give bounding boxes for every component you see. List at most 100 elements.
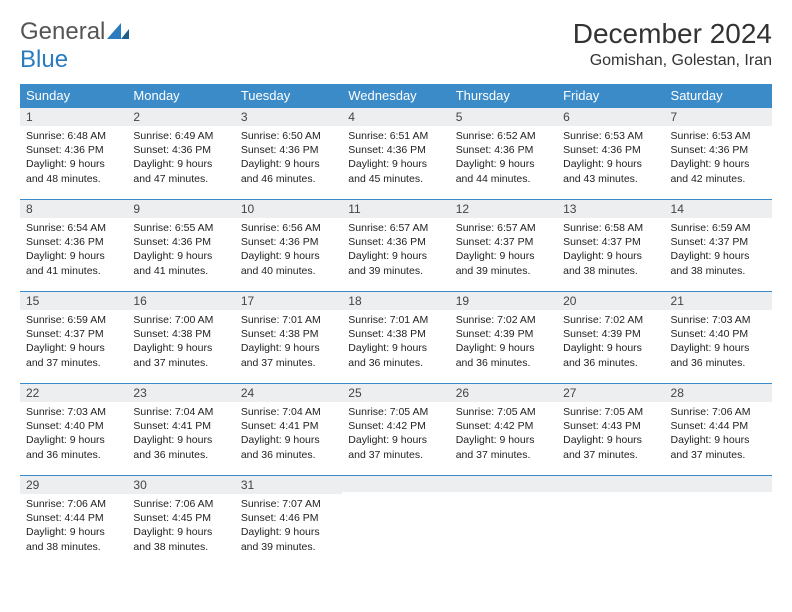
day-details: Sunrise: 7:06 AMSunset: 4:44 PMDaylight:… xyxy=(665,402,772,464)
weekday-header: Friday xyxy=(557,84,664,107)
day-details: Sunrise: 6:58 AMSunset: 4:37 PMDaylight:… xyxy=(557,218,664,280)
daylight-line: Daylight: 9 hours and 36 minutes. xyxy=(26,433,121,461)
calendar-day-cell: 22Sunrise: 7:03 AMSunset: 4:40 PMDayligh… xyxy=(20,383,127,475)
sunset-line: Sunset: 4:38 PM xyxy=(241,327,336,341)
day-details: Sunrise: 7:01 AMSunset: 4:38 PMDaylight:… xyxy=(342,310,449,372)
day-number: 3 xyxy=(235,107,342,126)
calendar-day-cell: 19Sunrise: 7:02 AMSunset: 4:39 PMDayligh… xyxy=(450,291,557,383)
sunrise-line: Sunrise: 6:58 AM xyxy=(563,221,658,235)
sunrise-line: Sunrise: 6:57 AM xyxy=(456,221,551,235)
day-number: 26 xyxy=(450,383,557,402)
day-details: Sunrise: 7:06 AMSunset: 4:44 PMDaylight:… xyxy=(20,494,127,556)
sunset-line: Sunset: 4:37 PM xyxy=(456,235,551,249)
month-title: December 2024 xyxy=(573,18,772,50)
calendar-day-cell: 3Sunrise: 6:50 AMSunset: 4:36 PMDaylight… xyxy=(235,107,342,199)
day-number: 7 xyxy=(665,107,772,126)
calendar-day-cell: 27Sunrise: 7:05 AMSunset: 4:43 PMDayligh… xyxy=(557,383,664,475)
sunrise-line: Sunrise: 7:00 AM xyxy=(133,313,228,327)
sunrise-line: Sunrise: 6:48 AM xyxy=(26,129,121,143)
daylight-line: Daylight: 9 hours and 38 minutes. xyxy=(563,249,658,277)
daylight-line: Daylight: 9 hours and 38 minutes. xyxy=(671,249,766,277)
location-text: Gomishan, Golestan, Iran xyxy=(573,52,772,70)
sunrise-line: Sunrise: 7:04 AM xyxy=(133,405,228,419)
daylight-line: Daylight: 9 hours and 37 minutes. xyxy=(456,433,551,461)
calendar-day-cell: 13Sunrise: 6:58 AMSunset: 4:37 PMDayligh… xyxy=(557,199,664,291)
sunrise-line: Sunrise: 6:59 AM xyxy=(671,221,766,235)
daylight-line: Daylight: 9 hours and 37 minutes. xyxy=(563,433,658,461)
day-details: Sunrise: 6:57 AMSunset: 4:37 PMDaylight:… xyxy=(450,218,557,280)
weekday-header: Tuesday xyxy=(235,84,342,107)
sunrise-line: Sunrise: 7:04 AM xyxy=(241,405,336,419)
sunrise-line: Sunrise: 6:57 AM xyxy=(348,221,443,235)
calendar-day-cell: 23Sunrise: 7:04 AMSunset: 4:41 PMDayligh… xyxy=(127,383,234,475)
day-details: Sunrise: 7:05 AMSunset: 4:42 PMDaylight:… xyxy=(450,402,557,464)
sunset-line: Sunset: 4:39 PM xyxy=(456,327,551,341)
sunset-line: Sunset: 4:44 PM xyxy=(26,511,121,525)
day-details: Sunrise: 7:07 AMSunset: 4:46 PMDaylight:… xyxy=(235,494,342,556)
calendar-day-cell: 26Sunrise: 7:05 AMSunset: 4:42 PMDayligh… xyxy=(450,383,557,475)
calendar-table: SundayMondayTuesdayWednesdayThursdayFrid… xyxy=(20,84,772,567)
sunrise-line: Sunrise: 6:55 AM xyxy=(133,221,228,235)
calendar-week-row: 1Sunrise: 6:48 AMSunset: 4:36 PMDaylight… xyxy=(20,107,772,199)
sunset-line: Sunset: 4:36 PM xyxy=(348,235,443,249)
sunset-line: Sunset: 4:36 PM xyxy=(133,143,228,157)
sunset-line: Sunset: 4:36 PM xyxy=(671,143,766,157)
daylight-line: Daylight: 9 hours and 36 minutes. xyxy=(671,341,766,369)
sunset-line: Sunset: 4:37 PM xyxy=(671,235,766,249)
day-details: Sunrise: 6:54 AMSunset: 4:36 PMDaylight:… xyxy=(20,218,127,280)
calendar-week-row: 22Sunrise: 7:03 AMSunset: 4:40 PMDayligh… xyxy=(20,383,772,475)
day-number: 16 xyxy=(127,291,234,310)
calendar-empty-cell xyxy=(557,475,664,567)
day-number: 24 xyxy=(235,383,342,402)
day-number: 30 xyxy=(127,475,234,494)
day-details: Sunrise: 7:02 AMSunset: 4:39 PMDaylight:… xyxy=(450,310,557,372)
sunrise-line: Sunrise: 6:50 AM xyxy=(241,129,336,143)
sunset-line: Sunset: 4:43 PM xyxy=(563,419,658,433)
weekday-header-row: SundayMondayTuesdayWednesdayThursdayFrid… xyxy=(20,84,772,107)
daylight-line: Daylight: 9 hours and 38 minutes. xyxy=(26,525,121,553)
weekday-header: Saturday xyxy=(665,84,772,107)
calendar-day-cell: 14Sunrise: 6:59 AMSunset: 4:37 PMDayligh… xyxy=(665,199,772,291)
daylight-line: Daylight: 9 hours and 37 minutes. xyxy=(348,433,443,461)
sunrise-line: Sunrise: 7:07 AM xyxy=(241,497,336,511)
calendar-day-cell: 18Sunrise: 7:01 AMSunset: 4:38 PMDayligh… xyxy=(342,291,449,383)
calendar-day-cell: 24Sunrise: 7:04 AMSunset: 4:41 PMDayligh… xyxy=(235,383,342,475)
sunrise-line: Sunrise: 7:06 AM xyxy=(671,405,766,419)
title-block: December 2024 Gomishan, Golestan, Iran xyxy=(573,18,772,70)
day-details: Sunrise: 6:52 AMSunset: 4:36 PMDaylight:… xyxy=(450,126,557,188)
day-number: 12 xyxy=(450,199,557,218)
sunrise-line: Sunrise: 6:49 AM xyxy=(133,129,228,143)
sunset-line: Sunset: 4:37 PM xyxy=(26,327,121,341)
daylight-line: Daylight: 9 hours and 36 minutes. xyxy=(348,341,443,369)
daylight-line: Daylight: 9 hours and 39 minutes. xyxy=(456,249,551,277)
sunrise-line: Sunrise: 7:06 AM xyxy=(133,497,228,511)
weekday-header: Sunday xyxy=(20,84,127,107)
brand-general: General xyxy=(20,18,105,45)
sunset-line: Sunset: 4:36 PM xyxy=(26,235,121,249)
day-details: Sunrise: 7:06 AMSunset: 4:45 PMDaylight:… xyxy=(127,494,234,556)
sunrise-line: Sunrise: 6:54 AM xyxy=(26,221,121,235)
day-number: 2 xyxy=(127,107,234,126)
sunset-line: Sunset: 4:40 PM xyxy=(671,327,766,341)
daylight-line: Daylight: 9 hours and 42 minutes. xyxy=(671,157,766,185)
sunrise-line: Sunrise: 7:02 AM xyxy=(456,313,551,327)
daylight-line: Daylight: 9 hours and 38 minutes. xyxy=(133,525,228,553)
sunrise-line: Sunrise: 6:56 AM xyxy=(241,221,336,235)
daylight-line: Daylight: 9 hours and 45 minutes. xyxy=(348,157,443,185)
day-number: 25 xyxy=(342,383,449,402)
brand-logo: General Blue xyxy=(20,18,129,74)
day-number: 15 xyxy=(20,291,127,310)
sunset-line: Sunset: 4:36 PM xyxy=(241,143,336,157)
calendar-day-cell: 4Sunrise: 6:51 AMSunset: 4:36 PMDaylight… xyxy=(342,107,449,199)
calendar-week-row: 29Sunrise: 7:06 AMSunset: 4:44 PMDayligh… xyxy=(20,475,772,567)
day-number: 21 xyxy=(665,291,772,310)
sunset-line: Sunset: 4:44 PM xyxy=(671,419,766,433)
day-details: Sunrise: 6:59 AMSunset: 4:37 PMDaylight:… xyxy=(665,218,772,280)
daylight-line: Daylight: 9 hours and 37 minutes. xyxy=(671,433,766,461)
daylight-line: Daylight: 9 hours and 43 minutes. xyxy=(563,157,658,185)
calendar-day-cell: 5Sunrise: 6:52 AMSunset: 4:36 PMDaylight… xyxy=(450,107,557,199)
sunset-line: Sunset: 4:39 PM xyxy=(563,327,658,341)
day-number: 13 xyxy=(557,199,664,218)
sunrise-line: Sunrise: 6:51 AM xyxy=(348,129,443,143)
sunrise-line: Sunrise: 7:03 AM xyxy=(671,313,766,327)
